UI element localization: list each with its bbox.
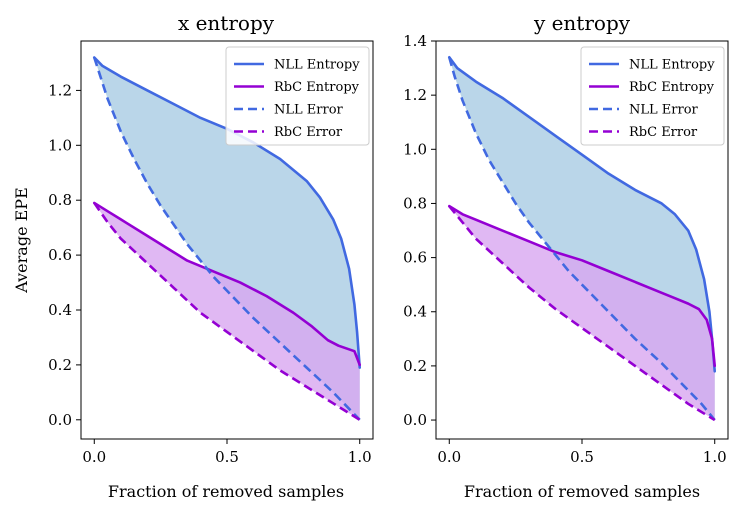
y-tick-label: 0.6: [403, 249, 427, 267]
x-ticks: 0.0 0.5 1.0: [82, 439, 372, 466]
x-axis-label: Fraction of removed samples: [108, 482, 344, 501]
x-tick-label: 0.5: [215, 448, 239, 466]
legend-box: [225, 46, 370, 146]
y-ticks: 0.0 0.2 0.4 0.6 0.8 1.0 1.2 1.4: [403, 32, 436, 429]
legend-label: RbC Entropy: [629, 80, 715, 95]
series-nll-entropy-line: [447, 55, 717, 373]
y-tick-label: 0.4: [48, 301, 72, 319]
legend-label: NLL Error: [274, 103, 344, 118]
series-rbc-entropy-line: [92, 201, 362, 367]
series-rbc-error-line: [93, 202, 361, 421]
y-tick-label: 0.2: [48, 356, 72, 374]
chart-x-entropy: x entropy 0.0 0.5 1.0 0.0 0.2 0.4 0.6 0.8 1.0 1.…: [12, 11, 374, 501]
x-ticks: 0.0 0.5 1.0: [437, 439, 727, 466]
y-tick-label: 1.0: [48, 136, 72, 154]
legend-label: RbC Entropy: [274, 80, 360, 95]
series-rbc-entropy-line: [447, 204, 717, 368]
y-tick-label: 1.0: [403, 140, 427, 158]
legend-label: NLL Entropy: [274, 58, 360, 73]
y-tick-label: 1.2: [403, 86, 427, 104]
series-nll-error-line: [448, 56, 716, 421]
y-tick-label: 1.4: [403, 32, 427, 50]
y-tick-label: 0.2: [403, 357, 427, 375]
chart-title: y entropy: [533, 11, 631, 35]
y-tick-label: 0.8: [48, 191, 72, 209]
x-tick-label: 1.0: [348, 448, 372, 466]
series-nll-entropy-line: [92, 56, 362, 369]
y-tick-label: 0.0: [403, 411, 427, 429]
legend-label: RbC Error: [274, 125, 343, 140]
y-ticks: 0.0 0.2 0.4 0.6 0.8 1.0 1.2: [48, 81, 81, 429]
x-tick-label: 0.5: [570, 448, 594, 466]
series-nll-error-line: [93, 57, 361, 421]
series-rbc-error-line: [448, 205, 716, 422]
fill-rbc-entropy-area: [94, 202, 360, 420]
chart-y-entropy: y entropy 0.0 0.5 1.0 0.0 0.2 0.4 0.6 0.8 1.0 1.…: [403, 11, 729, 501]
y-tick-label: 0.0: [48, 411, 72, 429]
fill-rbc-entropy-area: [449, 206, 715, 421]
legend-box: [580, 46, 725, 146]
y-axis-label: Average EPE: [12, 187, 31, 294]
chart-title: x entropy: [178, 11, 275, 35]
plot-area: [447, 55, 717, 422]
legend: NLL Entropy RbC Entropy NLL Error RbC Error: [580, 46, 725, 146]
legend-label: RbC Error: [629, 125, 698, 140]
y-tick-label: 1.2: [48, 81, 72, 99]
x-axis-label: Fraction of removed samples: [464, 482, 700, 501]
y-tick-label: 0.8: [403, 194, 427, 212]
y-tick-label: 0.4: [403, 303, 427, 321]
x-tick-label: 0.0: [82, 448, 106, 466]
legend-label: NLL Entropy: [629, 58, 715, 73]
legend-label: NLL Error: [629, 103, 699, 118]
x-tick-label: 0.0: [437, 448, 461, 466]
legend: NLL Entropy RbC Entropy NLL Error RbC Error: [225, 46, 370, 146]
plot-area: [92, 56, 362, 421]
y-tick-label: 0.6: [48, 246, 72, 264]
x-tick-label: 1.0: [703, 448, 727, 466]
